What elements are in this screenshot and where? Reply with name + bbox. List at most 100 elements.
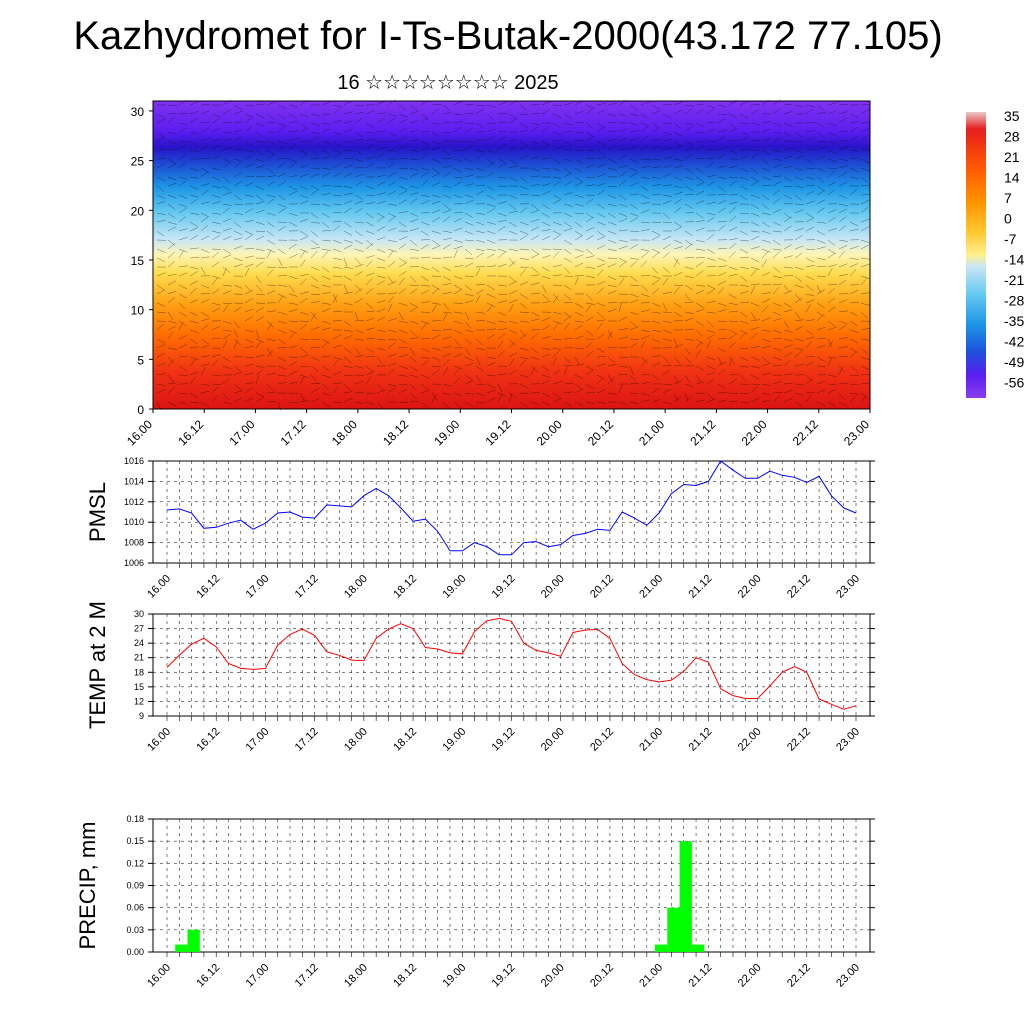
wind-barb [728,400,738,403]
wind-barb [849,189,858,196]
wind-barb [431,334,441,340]
wind-barb [827,283,838,286]
wind-barb [376,266,386,269]
wind-barb [343,266,353,269]
wind-barb [475,104,486,106]
wind-barb [222,138,232,142]
wind-barb [508,257,516,265]
wind-barb [200,201,210,205]
wind-barb [673,165,683,169]
wind-barb [277,122,287,127]
wind-barb [288,137,298,142]
wind-barb [739,194,748,201]
colorbar-label: 14 [1004,170,1020,186]
wind-barb [497,333,506,340]
wind-barb [354,264,364,268]
wind-barb [860,311,868,319]
wind-barb [178,216,187,223]
wind-barb [695,176,704,182]
wind-barb [574,363,584,367]
wind-barb [618,239,628,243]
data-series-line [166,617,857,710]
wind-barb [332,293,338,303]
wind-barb [596,127,605,133]
wind-barb [849,257,859,260]
wind-barb [684,239,693,246]
wind-barb [530,266,539,273]
colorbar-label: 35 [1004,108,1020,124]
wind-barb [805,200,815,205]
wind-barb [299,320,310,322]
colorbar-label: -14 [1004,252,1024,268]
wind-barb [398,257,407,264]
wind-barb [530,311,540,317]
wind-barb [651,183,661,187]
wind-barb [200,212,210,218]
wind-barb [706,201,716,205]
wind-barb [783,320,790,329]
wind-barb [475,139,485,142]
wind-barb [343,164,353,169]
wind-barb [794,347,804,351]
wind-barb [805,137,815,142]
wind-barb [761,184,771,187]
wind-barb [596,189,605,196]
wind-barb [805,167,816,169]
colorbar-label: 0 [1004,211,1012,227]
wind-barb [651,387,660,394]
wind-barb [332,248,342,253]
wind-barb [442,244,451,250]
wind-barb [783,176,792,182]
wind-barb [431,239,440,246]
wind-barb [200,344,210,349]
wind-barb [310,266,320,271]
wind-barb [717,287,725,295]
wind-barb [827,181,837,187]
wind-barb [442,209,452,214]
wind-barb [695,365,705,371]
wind-barb [189,371,199,376]
wind-barb [288,190,298,196]
wind-barb [772,311,782,316]
wind-barb [354,180,363,187]
wind-barb [365,260,373,268]
wind-barb [585,108,594,115]
wind-barb [409,120,419,124]
wind-barb [343,158,354,160]
wind-barb [684,147,694,151]
wind-barb [211,155,221,160]
wind-barb [486,265,496,268]
wind-barb [321,383,330,390]
wind-barb [200,401,209,407]
wind-barb [585,184,595,187]
wind-barb [662,369,671,376]
wind-barb [497,212,507,217]
wind-barb [596,401,606,404]
wind-barb [376,236,386,241]
wind-barb [266,175,276,178]
wind-barb [453,365,463,370]
wind-barb [717,383,726,389]
wind-barb [596,212,606,218]
wind-barb [783,122,793,127]
wind-barb [486,158,495,165]
wind-barb [321,167,331,170]
x-tick-label: 20.12 [588,726,616,754]
wind-barb [288,212,298,217]
wind-barb [728,113,738,119]
wind-barb [343,275,352,281]
wind-barb [629,261,638,268]
wind-barb [728,356,735,365]
wind-barb [332,334,342,340]
x-tick-label: 21.00 [637,726,665,754]
wind-barb [233,338,241,346]
wind-barb [574,181,584,187]
wind-barb [552,392,561,399]
wind-barb [772,395,780,403]
wind-barb [266,338,276,341]
wind-barb [299,122,308,129]
wind-barb [596,109,606,115]
wind-barb [497,226,506,232]
wind-barb [167,140,177,145]
wind-barb [365,302,374,309]
